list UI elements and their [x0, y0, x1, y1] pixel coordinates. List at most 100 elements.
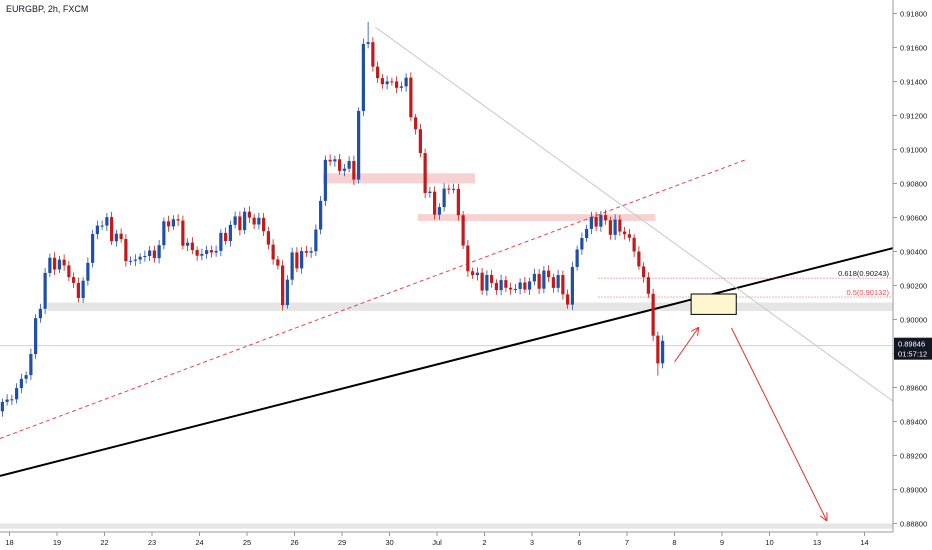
candle[interactable]: [613, 214, 617, 240]
candle[interactable]: [637, 246, 641, 270]
candle[interactable]: [466, 240, 470, 277]
candle[interactable]: [404, 73, 408, 92]
candle[interactable]: [105, 213, 109, 231]
candle[interactable]: [238, 211, 242, 236]
candle[interactable]: [428, 186, 432, 198]
candle[interactable]: [143, 250, 147, 262]
candle[interactable]: [38, 303, 42, 323]
candle[interactable]: [347, 156, 351, 173]
candle[interactable]: [19, 373, 23, 394]
candle[interactable]: [34, 314, 38, 360]
candle[interactable]: [599, 210, 603, 232]
candle[interactable]: [290, 247, 294, 286]
candle[interactable]: [418, 123, 422, 158]
candle[interactable]: [309, 247, 313, 258]
candle[interactable]: [490, 269, 494, 288]
candle[interactable]: [167, 215, 171, 232]
candle[interactable]: [661, 335, 665, 369]
candle[interactable]: [67, 260, 71, 281]
candle[interactable]: [328, 154, 332, 166]
candle[interactable]: [656, 331, 660, 376]
target-box[interactable]: [690, 293, 737, 315]
candle[interactable]: [547, 265, 551, 283]
candle[interactable]: [390, 77, 394, 86]
candle[interactable]: [48, 253, 52, 277]
candle[interactable]: [513, 283, 517, 294]
candle[interactable]: [604, 209, 608, 225]
candle[interactable]: [494, 279, 498, 295]
candle[interactable]: [570, 261, 574, 311]
candle[interactable]: [575, 245, 579, 271]
candle[interactable]: [100, 220, 104, 230]
candle[interactable]: [29, 348, 33, 380]
candle[interactable]: [371, 37, 375, 72]
price-axis[interactable]: 0.91800 0.91600 0.91400 0.91200 0.91000 0.908…: [892, 0, 932, 532]
candle[interactable]: [129, 256, 133, 266]
candle[interactable]: [224, 227, 228, 245]
candle[interactable]: [414, 113, 418, 135]
candle[interactable]: [205, 245, 209, 259]
candle[interactable]: [314, 224, 318, 256]
candle[interactable]: [257, 212, 261, 230]
candle[interactable]: [380, 74, 384, 89]
candle[interactable]: [266, 226, 270, 250]
candle[interactable]: [518, 278, 522, 295]
candle[interactable]: [376, 61, 380, 83]
candle[interactable]: [281, 260, 285, 311]
candle[interactable]: [24, 371, 28, 384]
candle[interactable]: [456, 183, 460, 221]
candle[interactable]: [252, 213, 256, 230]
candle[interactable]: [157, 240, 161, 264]
candle[interactable]: [91, 229, 95, 268]
candle[interactable]: [271, 239, 275, 265]
candle[interactable]: [209, 245, 213, 258]
candle[interactable]: [357, 107, 361, 184]
candle[interactable]: [81, 277, 85, 304]
candle[interactable]: [475, 267, 479, 281]
candle[interactable]: [228, 220, 232, 247]
candle[interactable]: [594, 211, 598, 231]
candle[interactable]: [76, 277, 80, 303]
candle[interactable]: [551, 273, 555, 293]
candle[interactable]: [642, 262, 646, 283]
candle[interactable]: [580, 232, 584, 255]
candle[interactable]: [300, 247, 304, 274]
candle[interactable]: [542, 266, 546, 294]
candle[interactable]: [433, 186, 437, 220]
candle[interactable]: [62, 254, 66, 271]
candle[interactable]: [623, 226, 627, 240]
candle[interactable]: [162, 217, 166, 250]
candle[interactable]: [385, 75, 389, 90]
candle[interactable]: [152, 245, 156, 263]
candle[interactable]: [646, 272, 650, 298]
candle[interactable]: [233, 211, 237, 229]
candle[interactable]: [195, 246, 199, 261]
candle[interactable]: [618, 214, 622, 236]
candle[interactable]: [352, 155, 356, 186]
candle[interactable]: [53, 252, 57, 275]
candle[interactable]: [423, 148, 427, 199]
time-axis[interactable]: 18 19 22 23 24 25 26 29 30 Jul 2 3 6 7 8 9 10 13 14: [0, 531, 893, 547]
candle[interactable]: [138, 253, 142, 265]
candle[interactable]: [566, 289, 570, 309]
candle[interactable]: [190, 237, 194, 255]
candle[interactable]: [285, 275, 289, 309]
candle[interactable]: [319, 195, 323, 235]
candle[interactable]: [200, 248, 204, 261]
candle[interactable]: [399, 81, 403, 92]
candle[interactable]: [176, 214, 180, 226]
candle[interactable]: [262, 213, 266, 237]
candle[interactable]: [528, 277, 532, 295]
candle[interactable]: [523, 277, 527, 294]
candle[interactable]: [119, 228, 123, 243]
candle[interactable]: [10, 394, 14, 405]
candle[interactable]: [480, 268, 484, 295]
candle[interactable]: [5, 394, 9, 406]
candle[interactable]: [171, 215, 175, 230]
candle[interactable]: [124, 234, 128, 267]
candle[interactable]: [110, 211, 114, 245]
candle[interactable]: [651, 288, 655, 341]
candle[interactable]: [471, 267, 475, 279]
candle[interactable]: [585, 224, 589, 242]
candle[interactable]: [485, 270, 489, 296]
